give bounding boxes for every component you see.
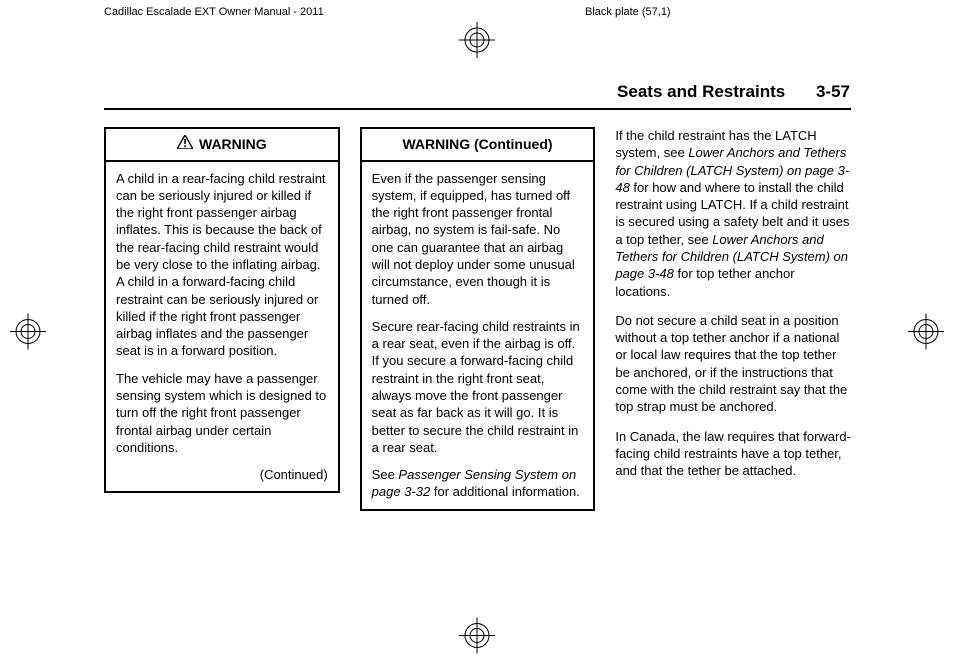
column-2: WARNING (Continued) Even if the passenge… — [360, 127, 596, 511]
column-3: If the child restraint has the LATCH sys… — [615, 127, 851, 511]
registration-mark-top — [459, 22, 495, 63]
plate-info: Black plate (57,1) — [585, 6, 671, 18]
warning-title-2: WARNING (Continued) — [362, 129, 594, 162]
registration-mark-left — [10, 314, 46, 355]
section-header: Seats and Restraints 3-57 — [617, 82, 850, 102]
column-1: WARNING A child in a rear-facing child r… — [104, 127, 340, 511]
col3-p3: In Canada, the law requires that forward… — [615, 428, 851, 480]
warning1-p2: The vehicle may have a passenger sensing… — [116, 370, 328, 456]
col3-p1: If the child restraint has the LATCH sys… — [615, 127, 851, 300]
warning-label: WARNING — [199, 135, 267, 154]
manual-title: Cadillac Escalade EXT Owner Manual - 201… — [104, 6, 324, 18]
registration-mark-bottom — [459, 618, 495, 659]
section-title: Seats and Restraints — [617, 82, 785, 101]
warning-box-1: WARNING A child in a rear-facing child r… — [104, 127, 340, 493]
content-columns: WARNING A child in a rear-facing child r… — [104, 127, 851, 511]
warning-box-2: WARNING (Continued) Even if the passenge… — [360, 127, 596, 511]
warning-triangle-icon — [177, 135, 193, 154]
warning1-p1: A child in a rear-facing child restraint… — [116, 170, 328, 360]
warning-body-2: Even if the passenger sensing system, if… — [362, 162, 594, 509]
header-rule — [104, 108, 851, 110]
col3-p2: Do not secure a child seat in a position… — [615, 312, 851, 416]
warning2-p3: See Passenger Sensing System on page 3-3… — [372, 466, 584, 501]
registration-mark-right — [908, 314, 944, 355]
warning-title-1: WARNING — [106, 129, 338, 162]
page-number: 3-57 — [816, 82, 850, 101]
warning-continued-label: WARNING (Continued) — [402, 135, 552, 154]
warning2-p2: Secure rear-facing child restraints in a… — [372, 318, 584, 456]
continued-label: (Continued) — [116, 466, 328, 483]
warning2-p1: Even if the passenger sensing system, if… — [372, 170, 584, 308]
warning-body-1: A child in a rear-facing child restraint… — [106, 162, 338, 492]
